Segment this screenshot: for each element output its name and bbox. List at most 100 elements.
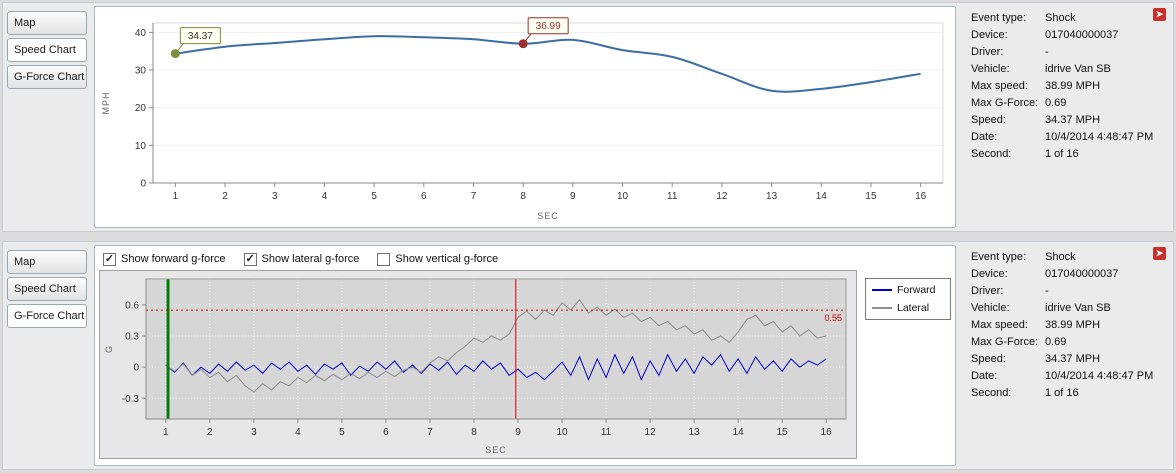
info-label: Device: — [971, 268, 1008, 280]
info-label: Vehicle: — [971, 302, 1010, 314]
info-value: idrive Van SB — [1045, 302, 1111, 314]
info-row-max-speed: Max speed: 38.99 MPH — [971, 318, 1167, 332]
legend-line-sample — [872, 307, 892, 309]
gforce-chart-panel: Map Speed Chart G-Force Chart ✓ Show forwar… — [2, 241, 1174, 470]
svg-text:2: 2 — [207, 427, 213, 438]
info-label: Driver: — [971, 46, 1004, 58]
svg-text:2: 2 — [222, 191, 228, 202]
chart-legend: Forward Lateral — [865, 278, 951, 320]
checkbox-show-forward-g-force[interactable]: ✓ Show forward g-force — [103, 252, 226, 266]
info-label: Vehicle: — [971, 63, 1010, 75]
gforce-chart-widget: 0.55 -0.3 0 0.3 0.6 1 2 3 4 5 6 7 8 9 10 11 12 13 14 15 16 SE… — [99, 270, 857, 459]
svg-text:8: 8 — [471, 427, 477, 438]
legend-item-forward: Forward — [872, 284, 944, 296]
tab-speed-chart[interactable]: Speed Chart — [7, 277, 87, 301]
svg-text:0.55: 0.55 — [824, 313, 842, 323]
svg-text:0: 0 — [140, 179, 146, 190]
info-value: 10/4/2014 4:48:47 PM — [1045, 131, 1154, 143]
svg-text:14: 14 — [733, 427, 745, 438]
legend-column: Forward Lateral — [865, 270, 951, 459]
info-row-vehicle: Vehicle: idrive Van SB — [971, 62, 1167, 76]
legend-item-lateral: Lateral — [872, 302, 944, 314]
svg-text:5: 5 — [371, 191, 377, 202]
info-row-driver: Driver: - — [971, 45, 1167, 59]
svg-text:34.37: 34.37 — [188, 31, 213, 42]
checkbox-show-lateral-g-force[interactable]: ✓ Show lateral g-force — [243, 252, 359, 266]
info-row-event-type: Event type: Shock — [971, 11, 1167, 25]
panel-action-icon[interactable]: ➤ — [1153, 8, 1166, 21]
svg-text:16: 16 — [915, 191, 927, 202]
checkbox-box[interactable] — [377, 252, 391, 266]
info-row-event-type: Event type: Shock — [971, 250, 1167, 264]
event-info-rows: Event type: Shock Device: 017040000037 Drive… — [971, 11, 1167, 161]
info-row-max-speed: Max speed: 38.99 MPH — [971, 79, 1167, 93]
info-value: 0.69 — [1045, 336, 1067, 348]
svg-text:-0.3: -0.3 — [122, 394, 140, 405]
gforce-checkbox-row: ✓ Show forward g-force ✓ Show lateral g-for… — [97, 248, 953, 270]
info-label: Speed: — [971, 353, 1006, 365]
svg-text:13: 13 — [766, 191, 778, 202]
info-row-date: Date: 10/4/2014 4:48:47 PM — [971, 130, 1167, 144]
svg-text:3: 3 — [272, 191, 278, 202]
tab-speed-chart[interactable]: Speed Chart — [7, 38, 87, 62]
gforce-chart-content: ✓ Show forward g-force ✓ Show lateral g-for… — [89, 242, 961, 469]
svg-text:4: 4 — [295, 427, 301, 438]
checkbox-label: Show forward g-force — [121, 253, 226, 265]
svg-text:SEC: SEC — [485, 445, 507, 455]
checkbox-box[interactable]: ✓ — [243, 252, 257, 266]
info-label: Event type: — [971, 12, 1027, 24]
svg-text:10: 10 — [556, 427, 568, 438]
info-value: 10/4/2014 4:48:47 PM — [1045, 370, 1154, 382]
svg-text:3: 3 — [251, 427, 257, 438]
info-row-second: Second: 1 of 16 — [971, 386, 1167, 400]
svg-text:8: 8 — [520, 191, 526, 202]
gforce-chart-row: 0.55 -0.3 0 0.3 0.6 1 2 3 4 5 6 7 8 9 10 11 12 13 14 15 16 SE… — [97, 270, 953, 463]
info-value: 38.99 MPH — [1045, 80, 1101, 92]
svg-text:15: 15 — [777, 427, 789, 438]
event-info-panel-top: ➤ Event type: Shock Device: 017040000037 Dri… — [961, 3, 1173, 231]
info-label: Driver: — [971, 285, 1004, 297]
svg-text:6: 6 — [421, 191, 427, 202]
tab-g-force-chart[interactable]: G-Force Chart — [7, 65, 87, 89]
info-label: Max speed: — [971, 80, 1028, 92]
svg-text:1: 1 — [163, 427, 169, 438]
info-value: Shock — [1045, 12, 1076, 24]
tab-g-force-chart[interactable]: G-Force Chart — [7, 304, 87, 328]
tab-map[interactable]: Map — [7, 11, 87, 35]
gforce-chart[interactable]: 0.55-0.300.30.61 2 3 4 5 6 7 8 9 10 11 12 13 14 15 16SE… — [100, 271, 857, 459]
gforce-chart-box: ✓ Show forward g-force ✓ Show lateral g-for… — [94, 245, 956, 466]
sidebar-tabs-bottom: Map Speed Chart G-Force Chart — [3, 242, 89, 469]
checkbox-box[interactable]: ✓ — [103, 252, 116, 266]
svg-text:11: 11 — [601, 427, 612, 438]
svg-text:40: 40 — [135, 28, 147, 39]
info-value: 1 of 16 — [1045, 148, 1079, 160]
svg-text:36.99: 36.99 — [536, 21, 561, 32]
speed-chart-content: 0 10 20 30 40 1 2 3 4 5 6 7 8 9 10 11 12 13 14 15 16 SEC MPH 34… — [89, 3, 961, 231]
info-label: Second: — [971, 148, 1012, 160]
svg-text:12: 12 — [716, 191, 728, 202]
svg-text:0: 0 — [133, 363, 139, 374]
svg-text:30: 30 — [135, 66, 147, 77]
speed-chart-box: 0 10 20 30 40 1 2 3 4 5 6 7 8 9 10 11 12 13 14 15 16 SEC MPH 34… — [94, 6, 956, 228]
info-value: 1 of 16 — [1045, 387, 1079, 399]
info-row-date: Date: 10/4/2014 4:48:47 PM — [971, 369, 1167, 383]
svg-text:10: 10 — [135, 141, 147, 152]
panel-action-icon[interactable]: ➤ — [1153, 247, 1166, 260]
svg-text:11: 11 — [667, 191, 678, 202]
info-row-max-g-force: Max G-Force: 0.69 — [971, 96, 1167, 110]
info-row-device: Device: 017040000037 — [971, 267, 1167, 281]
svg-text:MPH: MPH — [101, 92, 111, 115]
svg-text:12: 12 — [645, 427, 657, 438]
info-label: Second: — [971, 387, 1012, 399]
svg-text:9: 9 — [515, 427, 521, 438]
info-label: Event type: — [971, 251, 1027, 263]
tab-map[interactable]: Map — [7, 250, 87, 274]
sidebar-tabs-top: Map Speed Chart G-Force Chart — [3, 3, 89, 231]
svg-text:0.3: 0.3 — [125, 332, 139, 343]
info-label: Date: — [971, 131, 998, 143]
svg-text:7: 7 — [427, 427, 433, 438]
legend-label: Lateral — [897, 302, 930, 314]
checkbox-show-vertical-g-force[interactable]: Show vertical g-force — [377, 252, 498, 266]
event-info-rows: Event type: Shock Device: 017040000037 Drive… — [971, 250, 1167, 400]
